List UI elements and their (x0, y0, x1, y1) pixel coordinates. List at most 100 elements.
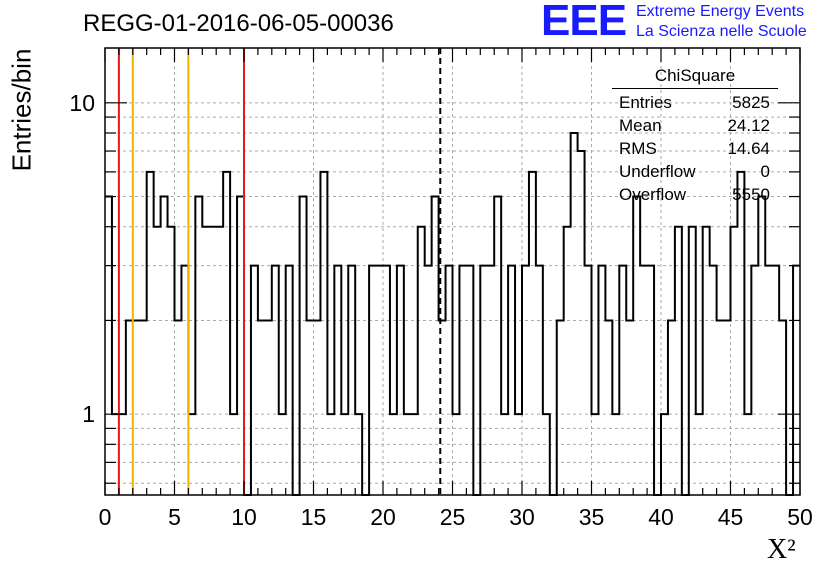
stats-box: ChiSquare Entries 5825 Mean 24.12 RMS 14… (612, 66, 778, 206)
x-tick-label: 35 (579, 504, 605, 530)
stats-row-overflow: Overflow 5550 (612, 183, 778, 206)
histogram-bin (522, 266, 529, 495)
histogram-bin (494, 197, 501, 495)
histogram-bin (411, 414, 418, 495)
histogram-bin (536, 266, 543, 495)
y-axis-label: Entries/bin (6, 48, 37, 172)
reference-lines-layer (117, 48, 442, 495)
histogram-bin (376, 266, 383, 495)
histogram-bin (251, 266, 258, 495)
histogram-bin (529, 172, 536, 495)
y-tick-label: 1 (82, 401, 95, 427)
histogram-bin (133, 320, 140, 495)
histogram-bin (161, 197, 168, 495)
histogram-bin (724, 320, 731, 495)
histogram-bin (279, 414, 286, 495)
stats-label: Underflow (619, 162, 696, 181)
histogram-bin (390, 414, 397, 495)
histogram-bin (355, 414, 362, 495)
histogram-bin (557, 320, 564, 495)
ticks-layer: 0 5 10 15 20 25 30 35 40 45 50 1 10 (69, 48, 813, 530)
histogram-bin (689, 227, 696, 495)
x-tick-label: 40 (648, 504, 674, 530)
histogram-bin (626, 320, 633, 495)
histogram-bin (598, 266, 605, 495)
histogram-bin (508, 266, 515, 495)
histogram-bin (501, 414, 508, 495)
histogram-bin (737, 172, 744, 495)
histogram-bin (578, 151, 585, 495)
x-axis-label: X² (767, 534, 796, 565)
histogram-bin (731, 227, 738, 495)
histogram-bin (404, 414, 411, 495)
histogram-bin (779, 320, 786, 495)
stats-label: Entries (619, 93, 672, 112)
histogram-bin (446, 266, 453, 495)
histogram-bin (585, 266, 592, 495)
histogram-bin (195, 197, 202, 495)
histogram-bin (661, 414, 668, 495)
histogram-bin (592, 414, 599, 495)
histogram-bin (188, 414, 195, 495)
x-tick-label: 20 (370, 504, 396, 530)
stats-label: RMS (619, 139, 657, 158)
histogram-bin (327, 414, 334, 495)
y-tick-label: 10 (69, 90, 95, 116)
histogram-bin (619, 266, 626, 495)
histogram-bin (314, 320, 321, 495)
histogram-bin (216, 227, 223, 495)
stats-value: 5550 (732, 185, 770, 204)
stats-label: Overflow (619, 185, 687, 204)
grid-layer (105, 48, 800, 495)
histogram-bin (793, 266, 800, 495)
histogram-bin (418, 227, 425, 495)
stats-value: 14.64 (727, 139, 770, 158)
histogram-bin (640, 266, 647, 495)
histogram-bin (668, 320, 675, 495)
histogram-bin (181, 266, 188, 495)
histogram-bin (466, 266, 473, 495)
histogram-bin (300, 197, 307, 495)
stats-title: ChiSquare (612, 66, 778, 89)
histogram-bin (765, 266, 772, 495)
histogram-bin (647, 266, 654, 495)
histogram-bin (432, 197, 439, 495)
histogram-bin (696, 414, 703, 495)
stats-label: Mean (619, 116, 662, 135)
run-title: REGG-01-2016-06-05-00036 (83, 10, 394, 37)
histogram-bin (744, 414, 751, 495)
histogram-bin (202, 227, 209, 495)
histogram-bin (265, 320, 272, 495)
histogram-bin (348, 266, 355, 495)
eee-logo: EEE (541, 0, 627, 45)
histogram-bin (369, 266, 376, 495)
stats-row-underflow: Underflow 0 (612, 160, 778, 183)
histogram-bin (175, 320, 182, 495)
x-tick-label: 50 (787, 504, 813, 530)
histogram-bin (334, 266, 341, 495)
histogram-bin (459, 266, 466, 495)
histogram-bin (383, 266, 390, 495)
stats-value: 5825 (732, 93, 770, 112)
x-tick-label: 15 (301, 504, 327, 530)
histogram-bin (710, 266, 717, 495)
histogram-bin (571, 133, 578, 495)
histogram-bin (258, 320, 265, 495)
histogram-bin (168, 227, 175, 495)
x-tick-label: 25 (440, 504, 466, 530)
histogram-bin (230, 414, 237, 495)
histogram-bin (751, 266, 758, 495)
histogram-bin (675, 227, 682, 495)
histogram-bin (154, 227, 161, 495)
histogram-bin (425, 266, 432, 495)
x-tick-label: 10 (231, 504, 257, 530)
histogram-bin (341, 414, 348, 495)
histogram-bin (772, 266, 779, 495)
histogram-bin (480, 266, 487, 495)
histogram-bin (272, 266, 279, 495)
histogram-bin (237, 197, 244, 495)
histogram-bin (487, 266, 494, 495)
x-tick-label: 30 (509, 504, 535, 530)
histogram-bin (320, 172, 327, 495)
